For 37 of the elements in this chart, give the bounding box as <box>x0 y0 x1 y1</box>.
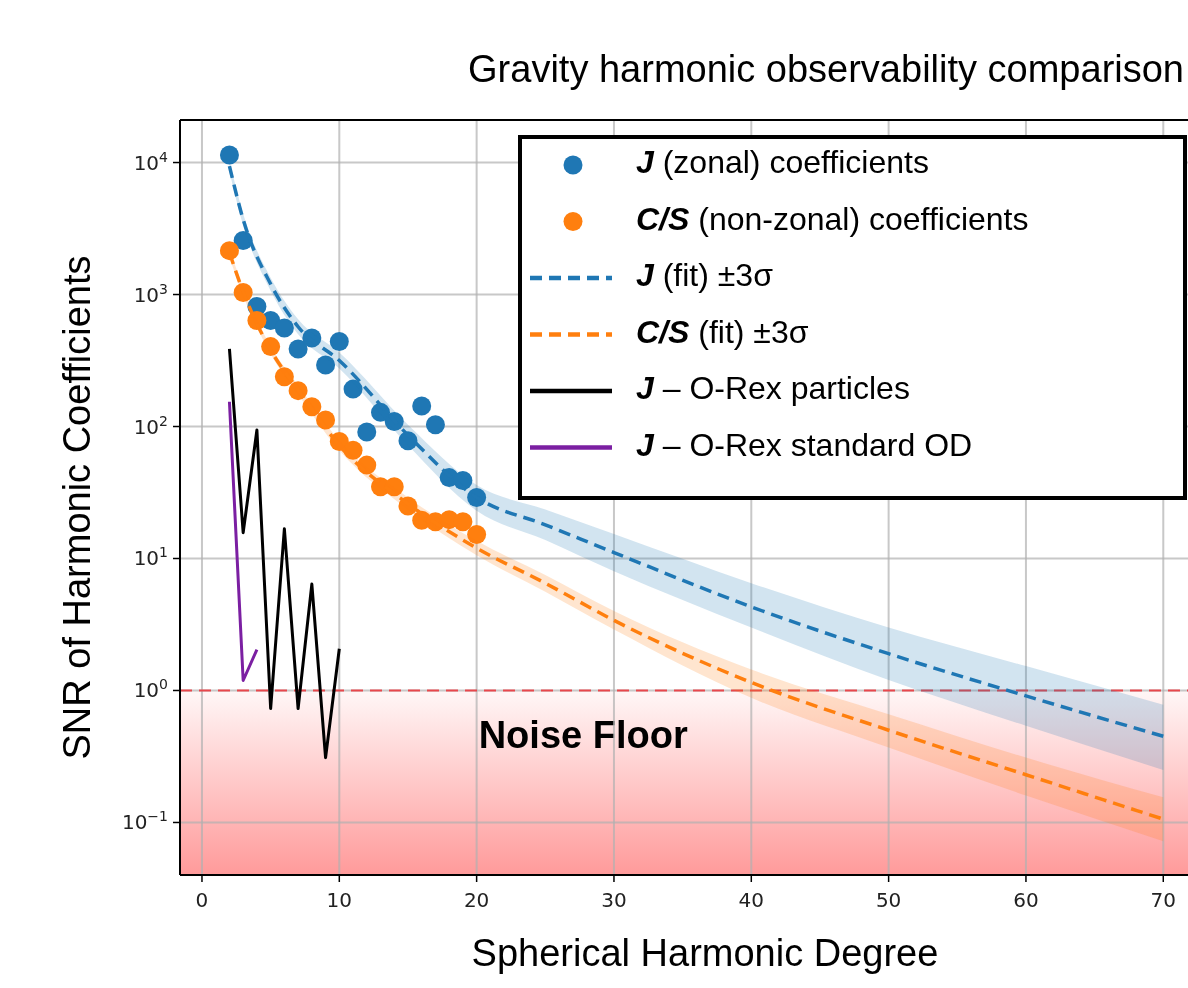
line-series <box>227 347 341 760</box>
point <box>274 318 294 338</box>
y-tick-label: 10$^{0}$ <box>133 676 168 703</box>
legend-label: C/S (fit) ±3σ <box>636 313 809 350</box>
point <box>343 379 363 399</box>
legend-label: J (zonal) coefficients <box>636 144 929 181</box>
point <box>316 355 336 375</box>
y-tick-label: 10$^{−1}$ <box>121 808 168 835</box>
x-tick-label: 20 <box>463 888 490 912</box>
band-label: Noise Floor <box>478 714 688 757</box>
point <box>288 339 308 359</box>
point <box>219 145 239 165</box>
legend-label: J (fit) ±3σ <box>636 257 774 294</box>
point <box>425 415 445 435</box>
x-axis-title: Spherical Harmonic Degree <box>471 932 939 974</box>
y-axis-title: SNR of Harmonic Coefficients <box>56 255 98 760</box>
x-tick-label: 30 <box>601 888 627 912</box>
y-tick-label: 10$^{2}$ <box>133 412 168 439</box>
x-tick-label: 70 <box>1150 888 1177 912</box>
y-tick-label: 10$^{1}$ <box>133 544 168 571</box>
point <box>453 512 473 532</box>
point <box>219 241 239 261</box>
point <box>329 332 349 352</box>
x-tick-label: 50 <box>875 888 902 912</box>
chart-title: Gravity harmonic observability comparison <box>468 48 1184 90</box>
x-tick-label: 60 <box>1013 888 1039 912</box>
x-tick-label: 0 <box>195 888 209 912</box>
point <box>357 422 377 442</box>
point <box>467 525 487 544</box>
point <box>412 396 432 416</box>
legend-label: C/S (non-zonal) coefficients <box>636 200 1029 237</box>
legend-label: J – O-Rex particles <box>636 370 910 407</box>
y-tick-label: 10$^{3}$ <box>133 280 168 307</box>
legend-label: J – O-Rex standard OD <box>636 426 973 463</box>
x-tick-label: 40 <box>738 888 765 912</box>
x-tick-label: 10 <box>326 888 353 912</box>
y-tick-label: 10$^{4}$ <box>133 148 169 175</box>
